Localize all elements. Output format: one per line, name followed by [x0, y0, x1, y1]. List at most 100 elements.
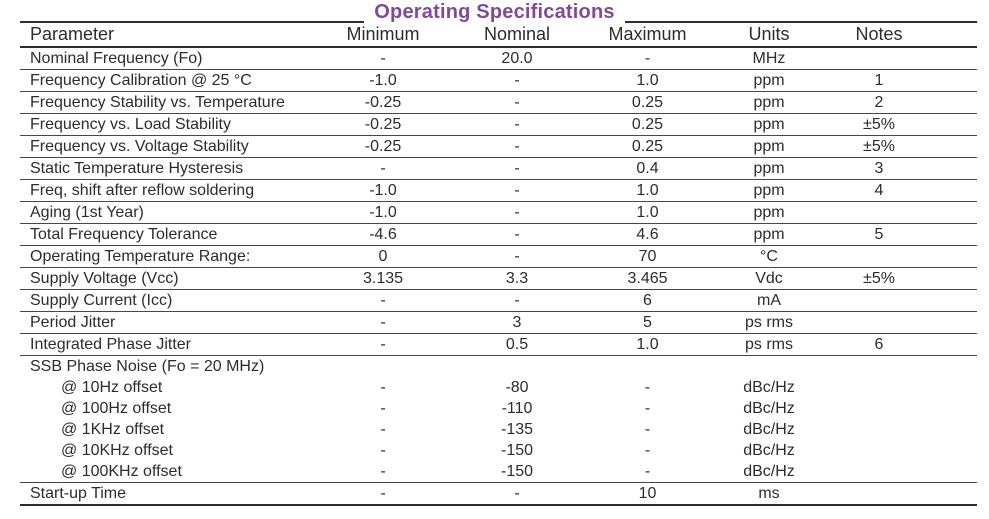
units-cell: dBc/Hz — [743, 378, 795, 396]
units-cell: mA — [712, 289, 826, 312]
table-row: Total Frequency Tolerance -4.6-4.6 ppm 5 — [20, 223, 977, 246]
notes-cell: 3 — [826, 157, 932, 180]
minimum-cell: -0.25 — [315, 135, 451, 158]
minimum-cell: 0 — [315, 245, 451, 268]
parameter-cell: Frequency vs. Voltage Stability — [20, 135, 315, 158]
maximum-cell: 1.0 — [583, 201, 712, 224]
minimum-cell: - — [315, 311, 451, 334]
minimum-cell: - — [315, 47, 451, 70]
notes-cell — [826, 356, 932, 378]
parameter-cell: Aging (1st Year) — [20, 201, 315, 224]
nominal-cell: 20.0 — [451, 47, 583, 70]
column-header-notes: Notes — [826, 22, 932, 48]
notes-cell — [826, 245, 932, 268]
parameter-cell: @ 10KHz offset — [61, 441, 173, 459]
units-cell: dBc/Hz — [743, 399, 795, 417]
minimum-cell: -1.0 — [315, 179, 451, 202]
row-filler — [932, 461, 977, 483]
nominal-cell: - — [451, 157, 583, 180]
maximum-cell: 70 — [583, 245, 712, 268]
parameter-cell: @ 10Hz offset — [61, 378, 163, 396]
nominal-cell: - — [451, 289, 583, 312]
units-cell: dBc/Hz — [712, 461, 826, 483]
units-cell: Vdc — [712, 267, 826, 290]
table-row: @ 100KHz offset - -150- dBc/Hz — [20, 461, 977, 483]
column-header-parameter: Parameter — [20, 22, 315, 48]
column-header-minimum: Minimum — [315, 22, 451, 48]
maximum-cell: - — [644, 441, 651, 459]
table-row: Frequency Calibration @ 25 °C -1.0-1.0 ppm… — [20, 69, 977, 92]
maximum-cell: - — [583, 47, 712, 70]
table-header-row: Parameter Minimum Nominal Maximum Units … — [20, 22, 977, 48]
column-header-units: Units — [712, 22, 826, 48]
row-filler — [932, 157, 977, 180]
maximum-cell — [583, 356, 712, 378]
row-filler — [932, 356, 977, 378]
units-cell: ppm — [712, 135, 826, 158]
notes-cell — [826, 311, 932, 334]
table-row: @ 10Hz offset - -80 - dBc/Hz — [20, 377, 977, 398]
table-row: Static Temperature Hysteresis - -0.4 ppm 3 — [20, 157, 977, 180]
row-filler — [932, 267, 977, 290]
parameter-cell: Supply Voltage (Vcc) — [20, 267, 315, 290]
maximum-cell: 3.465 — [583, 267, 712, 290]
parameter-cell: @ 100KHz offset — [20, 461, 315, 483]
units-cell — [712, 356, 826, 378]
notes-cell — [826, 377, 932, 398]
nominal-cell: - — [451, 179, 583, 202]
parameter-cell: @ 1KHz offset — [61, 420, 165, 438]
units-cell: ppm — [712, 179, 826, 202]
table-row: @ 100Hz offset - -110 - dBc/Hz — [20, 398, 977, 419]
column-header-maximum: Maximum — [583, 22, 712, 48]
units-cell: ms — [758, 484, 780, 502]
maximum-cell: 0.25 — [583, 135, 712, 158]
row-filler — [932, 201, 977, 224]
parameter-cell: Supply Current (Icc) — [20, 289, 315, 312]
minimum-cell: - — [380, 378, 386, 396]
maximum-cell: 4.6 — [583, 223, 712, 246]
notes-cell — [826, 201, 932, 224]
maximum-cell: 6 — [583, 289, 712, 312]
nominal-cell: 3 — [451, 311, 583, 334]
nominal-cell: 0.5 — [451, 333, 583, 356]
table-row: Nominal Frequency (Fo) -20.0- MHz — [20, 47, 977, 70]
parameter-cell: Freq, shift after reflow soldering — [20, 179, 315, 202]
nominal-cell: - — [451, 135, 583, 158]
row-filler — [932, 398, 977, 419]
notes-cell: ±5% — [826, 113, 932, 136]
minimum-cell: - — [380, 399, 386, 417]
maximum-cell: 0.25 — [583, 113, 712, 136]
row-filler — [932, 289, 977, 312]
row-filler — [932, 113, 977, 136]
parameter-cell: Nominal Frequency (Fo) — [20, 47, 315, 70]
minimum-cell: - — [315, 333, 451, 356]
notes-cell — [826, 440, 932, 461]
maximum-cell: - — [644, 399, 651, 417]
maximum-cell: 1.0 — [583, 69, 712, 92]
notes-cell: 1 — [826, 69, 932, 92]
minimum-cell: -0.25 — [315, 113, 451, 136]
table-row: @ 10KHz offset - -150 - dBc/Hz — [20, 440, 977, 461]
table-row: Freq, shift after reflow soldering -1.0-1… — [20, 179, 977, 202]
column-header-nominal: Nominal — [451, 22, 583, 48]
minimum-cell — [315, 356, 451, 378]
parameter-cell: Static Temperature Hysteresis — [20, 157, 315, 180]
section-header-row: SSB Phase Noise (Fo = 20 MHz) — [20, 356, 977, 378]
parameter-cell: SSB Phase Noise (Fo = 20 MHz) — [30, 357, 265, 375]
nominal-cell: -80 — [505, 378, 529, 396]
maximum-cell: 0.4 — [583, 157, 712, 180]
operating-specifications-table: Parameter Minimum Nominal Maximum Units … — [20, 21, 977, 506]
nominal-cell: -150 — [451, 461, 583, 483]
minimum-cell: -1.0 — [315, 201, 451, 224]
maximum-cell: 5 — [583, 311, 712, 334]
notes-cell — [826, 419, 932, 440]
row-filler — [932, 69, 977, 92]
nominal-cell: - — [451, 69, 583, 92]
table-row: Frequency vs. Load Stability -0.25-0.25 pp… — [20, 113, 977, 136]
parameter-cell: Total Frequency Tolerance — [20, 223, 315, 246]
nominal-cell: -150 — [500, 441, 534, 459]
nominal-cell: - — [451, 113, 583, 136]
maximum-cell: 0.25 — [583, 91, 712, 114]
minimum-cell: -0.25 — [315, 91, 451, 114]
nominal-cell: - — [451, 245, 583, 268]
